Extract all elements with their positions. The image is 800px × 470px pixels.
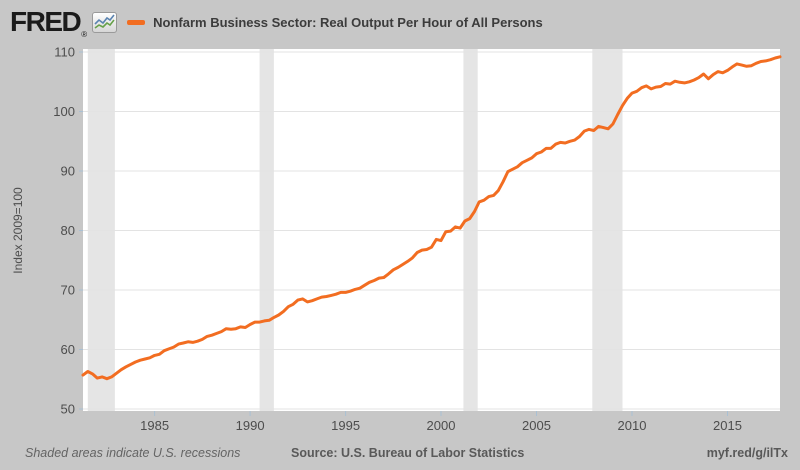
fred-logo[interactable]: FRED [10,6,82,37]
x-tick-label: 1990 [236,418,265,433]
y-axis-title: Index 2009=100 [11,187,25,274]
x-tick-label: 2000 [427,418,456,433]
y-tick-label: 70 [61,283,75,298]
chart-header: FRED ® Nonfarm Business Sector: Real Out… [0,0,800,44]
x-tick-label: 2005 [522,418,551,433]
series-title: Nonfarm Business Sector: Real Output Per… [153,15,543,30]
source-label: Source: U.S. Bureau of Labor Statistics [291,446,525,460]
recession-note: Shaded areas indicate U.S. recessions [25,446,241,460]
x-tick-label: 2015 [713,418,742,433]
y-tick-label: 60 [61,342,75,357]
y-tick-label: 90 [61,164,75,179]
y-tick-label: 100 [53,104,75,119]
y-tick-label: 110 [54,45,75,60]
data-line [81,55,782,381]
x-tick-label: 1995 [331,418,360,433]
y-tick-label: 50 [61,402,75,417]
registered-trademark: ® [81,30,88,39]
x-tick-label: 2010 [618,418,647,433]
chart-footer: Shaded areas indicate U.S. recessions So… [0,446,800,466]
short-url-link[interactable]: myf.red/g/ilTx [706,446,788,460]
x-tick-label: 1985 [140,418,169,433]
series-legend-swatch [127,20,146,25]
fred-sparkline-icon [92,11,118,33]
sparkline-glyph [94,14,115,29]
y-tick-label: 80 [61,223,75,238]
